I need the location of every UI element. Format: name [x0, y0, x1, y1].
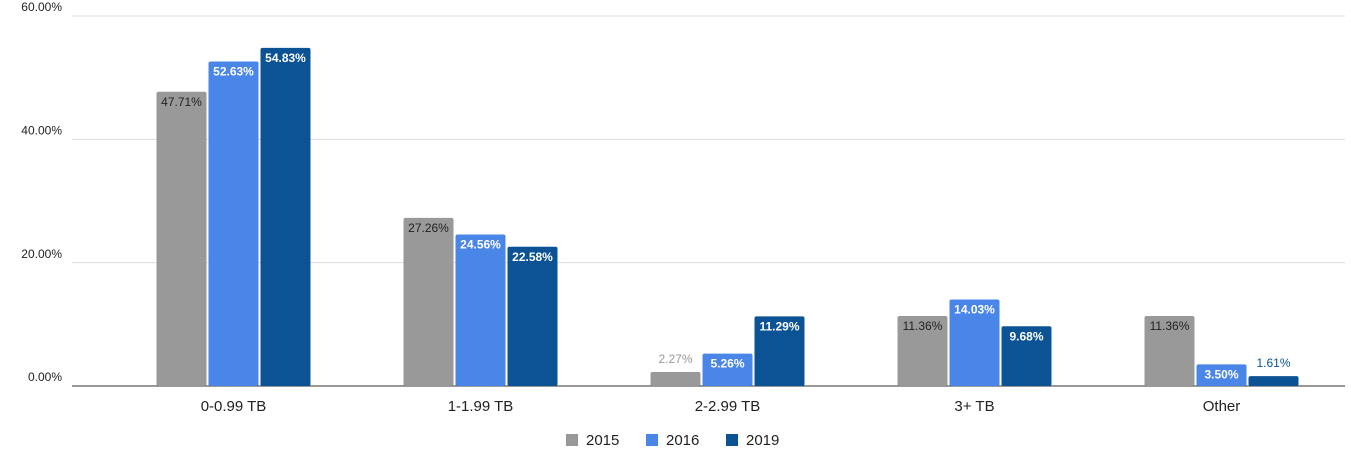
value-label: 11.36% — [903, 319, 943, 333]
value-label: 47.71% — [161, 95, 202, 109]
bar — [754, 316, 805, 386]
value-label: 2.27% — [658, 352, 692, 366]
value-label: 9.68% — [1009, 329, 1043, 343]
x-tick-label: Other — [1203, 398, 1241, 415]
legend-swatch — [566, 434, 578, 446]
legend-swatch — [726, 434, 738, 446]
bar — [455, 234, 506, 386]
value-label: 52.63% — [213, 65, 254, 79]
x-tick-label: 3+ TB — [954, 398, 994, 415]
bar — [1248, 376, 1299, 386]
bar — [1144, 315, 1195, 386]
bar — [897, 315, 948, 386]
value-label: 11.36% — [1150, 319, 1190, 333]
value-label: 27.26% — [408, 221, 449, 235]
bar — [156, 91, 207, 386]
value-label: 54.83% — [265, 51, 306, 65]
value-label: 3.50% — [1204, 368, 1238, 382]
legend-label: 2016 — [666, 432, 699, 449]
bar — [949, 299, 1000, 386]
value-label: 24.56% — [460, 238, 501, 252]
bar — [702, 353, 753, 386]
legend-swatch — [646, 434, 658, 446]
bar — [650, 372, 701, 386]
y-tick-label: 0.00% — [28, 370, 62, 384]
y-tick-label: 20.00% — [21, 247, 62, 261]
bar — [208, 61, 259, 386]
x-tick-label: 2-2.99 TB — [695, 398, 761, 415]
value-label: 11.29% — [759, 320, 799, 334]
legend-label: 2019 — [746, 432, 779, 449]
y-tick-label: 60.00% — [21, 0, 62, 14]
bar — [260, 47, 311, 387]
value-label: 5.26% — [710, 357, 744, 371]
x-tick-label: 1-1.99 TB — [448, 398, 514, 415]
value-label: 22.58% — [512, 250, 553, 264]
bar — [1196, 364, 1247, 386]
legend-label: 2015 — [586, 432, 619, 449]
bar — [507, 246, 558, 386]
value-label: 1.61% — [1256, 356, 1290, 370]
bar — [403, 217, 454, 386]
bar — [1001, 326, 1052, 386]
x-tick-label: 0-0.99 TB — [201, 398, 267, 415]
y-tick-label: 40.00% — [21, 124, 62, 138]
value-label: 14.03% — [954, 303, 995, 317]
